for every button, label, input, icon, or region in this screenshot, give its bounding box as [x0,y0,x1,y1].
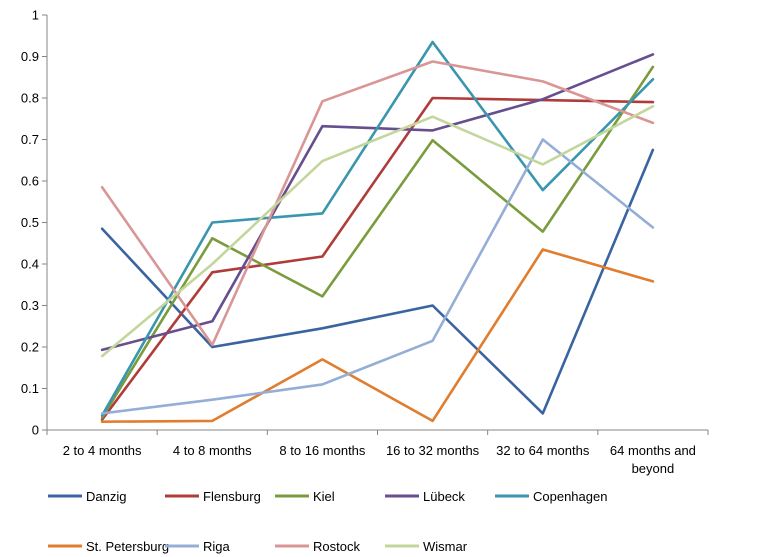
y-tick-label: 0 [32,423,39,438]
series-line-flensburg [100,96,655,421]
series-line-kiel [100,65,655,419]
series-line-st-petersburg [100,248,655,424]
legend-label-riga: Riga [203,539,231,554]
series-line-rostock [100,60,655,347]
legend-label-l-beck: Lübeck [423,489,465,504]
y-tick-label: 0.2 [21,340,39,355]
legend-label-st-petersburg: St. Petersburg [86,539,169,554]
series-layer [100,40,655,424]
legend-label-copenhagen: Copenhagen [533,489,607,504]
x-axis: 2 to 4 months 4 to 8 months 8 to 16 months… [46,429,709,476]
series-line-riga [100,138,655,415]
y-tick-label: 0.1 [21,381,39,396]
y-tick-label: 0.5 [21,215,39,230]
legend-label-danzig: Danzig [86,489,126,504]
y-tick-label: 1 [32,8,39,23]
y-tick-label: 0.8 [21,91,39,106]
series-line-copenhagen [100,40,655,417]
y-tick-label: 0.4 [21,257,39,272]
y-tick-label: 0.9 [21,49,39,64]
x-tick-label: 2 to 4 months [63,443,142,458]
y-tick-label: 0.3 [21,298,39,313]
x-tick-label: 4 to 8 months [173,443,252,458]
x-tick-label: 16 to 32 months [386,443,480,458]
series-line-wismar [100,105,655,358]
x-tick-label: 32 to 64 months [496,443,590,458]
x-tick-label: 64 months and beyond [610,443,696,476]
legend-label-flensburg: Flensburg [203,489,261,504]
legend-label-rostock: Rostock [313,539,360,554]
y-tick-label: 0.6 [21,174,39,189]
legend-label-kiel: Kiel [313,489,335,504]
y-tick-label: 0.7 [21,132,39,147]
legend-label-wismar: Wismar [423,539,468,554]
y-axis: 0 0.1 0.2 0.3 0.4 0.5 0.6 0.7 0.8 0.9 1 [21,8,48,438]
x-tick-label: 8 to 16 months [279,443,365,458]
legend: Danzig Flensburg Kiel Lübeck Copenhagen St. P… [48,489,607,554]
